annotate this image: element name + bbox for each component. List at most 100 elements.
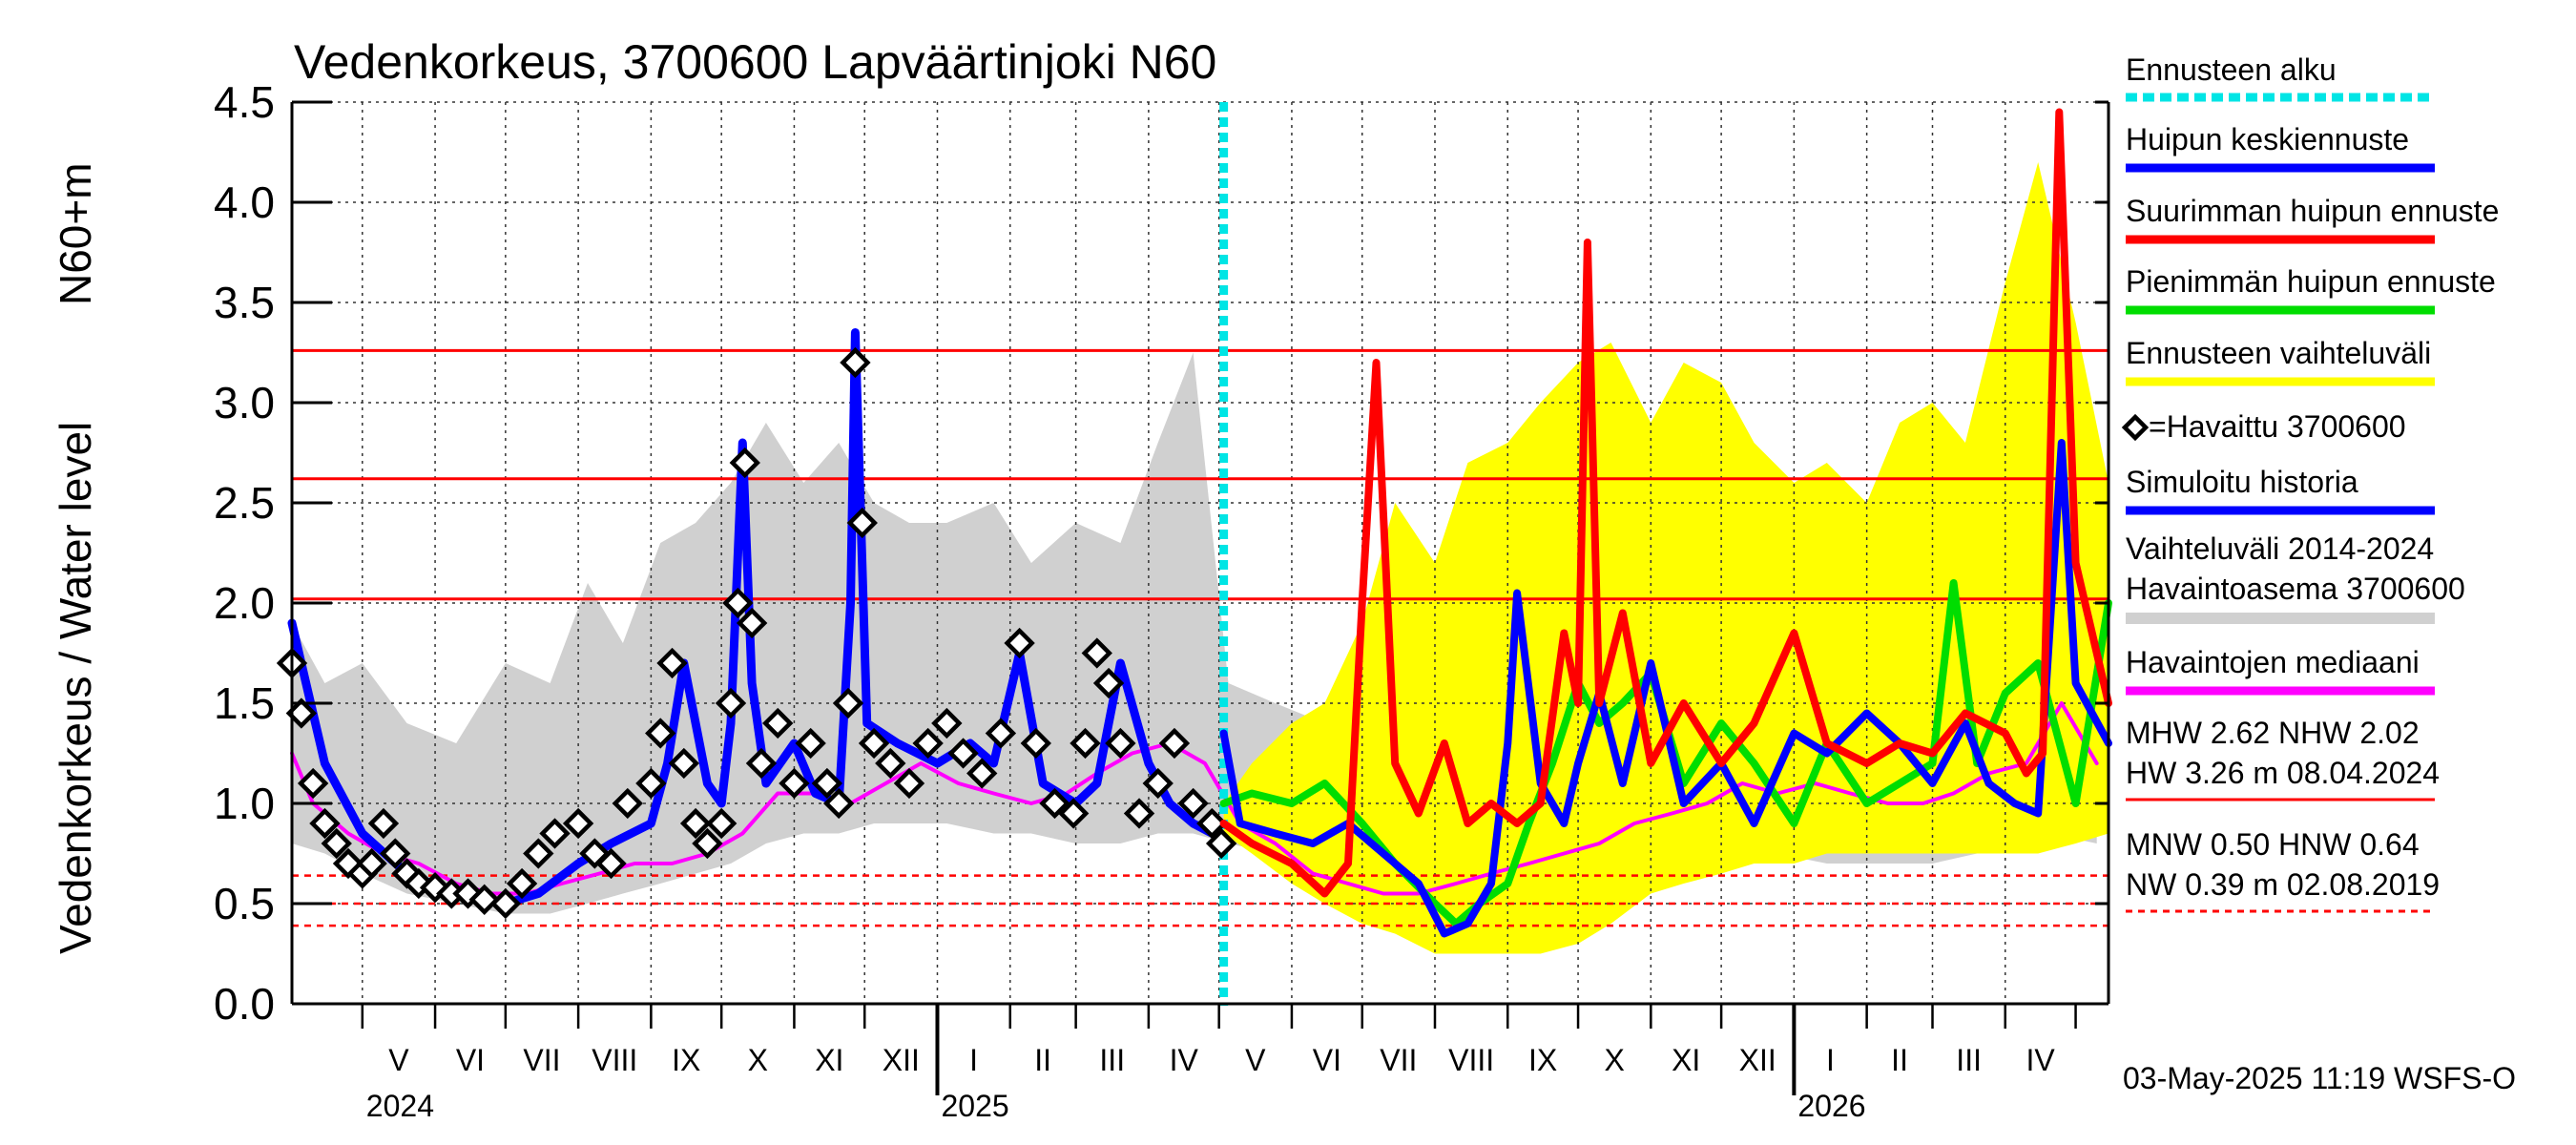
observed-point-4 [321,827,352,860]
x-month-label-12: V [1245,1043,1266,1077]
y-axis-unit: N60+m [51,162,100,305]
reference-lines [292,348,2109,927]
observed-markers [276,346,1237,920]
observed-point-36 [762,707,794,739]
x-year-label-0: 2024 [366,1089,434,1123]
observed-point-19 [539,818,571,849]
observed-point-58 [1092,667,1125,699]
observed-point-31 [715,687,747,719]
y-tick-label-9: 4.5 [214,77,275,127]
observed-point-26 [656,647,688,679]
observed-point-32 [722,587,754,619]
observed-point-17 [506,867,538,900]
legend-label-2: Suurimman huipun ennuste [2126,194,2499,228]
observed-point-64 [1196,807,1228,840]
y-tick-label-6: 3.0 [214,378,275,427]
x-month-label-0: V [388,1043,409,1077]
observed-point-50 [966,758,998,789]
y-tick-label-1: 0.5 [214,879,275,928]
observed-point-28 [679,807,712,840]
y-tick-label-3: 1.5 [214,678,275,728]
observed-point-35 [745,747,778,780]
observed-point-63 [1177,787,1209,820]
observed-point-41 [832,687,864,719]
observed-point-45 [875,747,906,780]
x-month-label-18: XI [1672,1043,1700,1077]
legend: Ennusteen alku Huipun keskiennuste Suurimm… [2121,52,2499,696]
legend-label-7: Vaihteluväli 2014-2024 [2126,531,2434,566]
legend-label-9: Havaintojen mediaani [2126,645,2420,679]
chart-title: Vedenkorkeus, 3700600 Lapväärtinjoki N60 [294,35,1216,89]
observed-point-51 [985,718,1017,749]
observed-point-60 [1123,798,1155,829]
observed-point-2 [297,767,329,800]
observed-point-25 [645,718,676,749]
x-month-label-4: IX [672,1043,700,1077]
x-month-label-8: I [969,1043,978,1077]
stat-line-1: HW 3.26 m 08.04.2024 [2126,756,2440,790]
observed-point-39 [811,767,843,800]
series-huipun-keskiennuste [1219,439,2112,938]
legend-label-8: Havaintoasema 3700600 [2126,572,2465,606]
legend-label-1: Huipun keskiennuste [2126,122,2409,156]
observed-point-61 [1142,767,1174,800]
observed-point-24 [635,767,667,800]
x-year-label-2: 2026 [1797,1089,1865,1123]
y-tick-label-0: 0.0 [214,979,275,1029]
observed-point-46 [893,767,925,800]
x-month-label-14: VII [1380,1043,1417,1077]
observed-point-33 [729,447,760,479]
legend-label-3: Pienimmän huipun ennuste [2126,264,2496,299]
legend-label-4: Ennusteen vaihteluväli [2126,336,2431,370]
observed-point-22 [595,847,627,880]
x-month-label-9: II [1034,1043,1051,1077]
x-month-label-3: VIII [592,1043,637,1077]
observed-point-3 [309,807,341,840]
legend-label-0: Ennusteen alku [2126,52,2337,87]
x-month-label-5: X [748,1043,768,1077]
legend-label-5: =Havaittu 3700600 [2149,409,2406,444]
observed-point-54 [1039,787,1070,820]
observed-point-34 [736,607,768,639]
x-month-label-15: VIII [1448,1043,1494,1077]
y-tick-label-7: 3.5 [214,278,275,327]
x-month-label-16: IX [1528,1043,1557,1077]
series-suurimman-huipun-ennuste [1219,108,2112,898]
observed-point-7 [356,847,387,880]
x-month-label-7: XII [883,1043,920,1077]
x-month-label-17: X [1605,1043,1625,1077]
x-axis: V VI VII VIII IX X XI XII I II III IV V VI VII VIII IX X X… [361,1004,2077,1123]
observed-point-18 [523,838,554,869]
x-month-label-1: VI [456,1043,485,1077]
x-month-label-22: III [1956,1043,1982,1077]
x-month-label-13: VI [1313,1043,1341,1077]
series-havaintojen-mediaani [290,701,2099,896]
observed-point-40 [822,787,855,820]
observed-point-9 [380,838,411,869]
legend-label-6: Simuloitu historia [2126,465,2358,499]
x-month-label-11: IV [1170,1043,1199,1077]
stat-line-3: NW 0.39 m 02.08.2019 [2126,867,2440,902]
observed-point-20 [562,807,594,840]
observed-point-47 [912,727,944,760]
x-month-label-10: III [1099,1043,1125,1077]
legend-marker-5 [2121,413,2150,442]
observed-point-44 [858,727,890,760]
observed-point-65 [1205,827,1237,860]
x-month-label-19: XII [1739,1043,1776,1077]
x-year-label-1: 2025 [941,1089,1008,1123]
y-tick-label-2: 1.0 [214,779,275,828]
observed-point-27 [668,747,699,780]
observed-point-42 [840,346,871,379]
observed-point-49 [947,738,979,769]
observed-point-16 [489,887,522,920]
y-axis-label: Vedenkorkeus / Water level [51,422,100,954]
observed-point-52 [1004,627,1035,659]
observed-point-8 [367,807,400,840]
y-axis: 0.0 0.5 1.0 1.5 2.0 2.5 3.0 3.5 4.0 4.5 [214,77,2109,1029]
observed-point-15 [468,884,500,915]
y-tick-label-5: 2.5 [214,478,275,528]
observed-point-37 [779,767,810,800]
observed-point-30 [705,807,737,840]
